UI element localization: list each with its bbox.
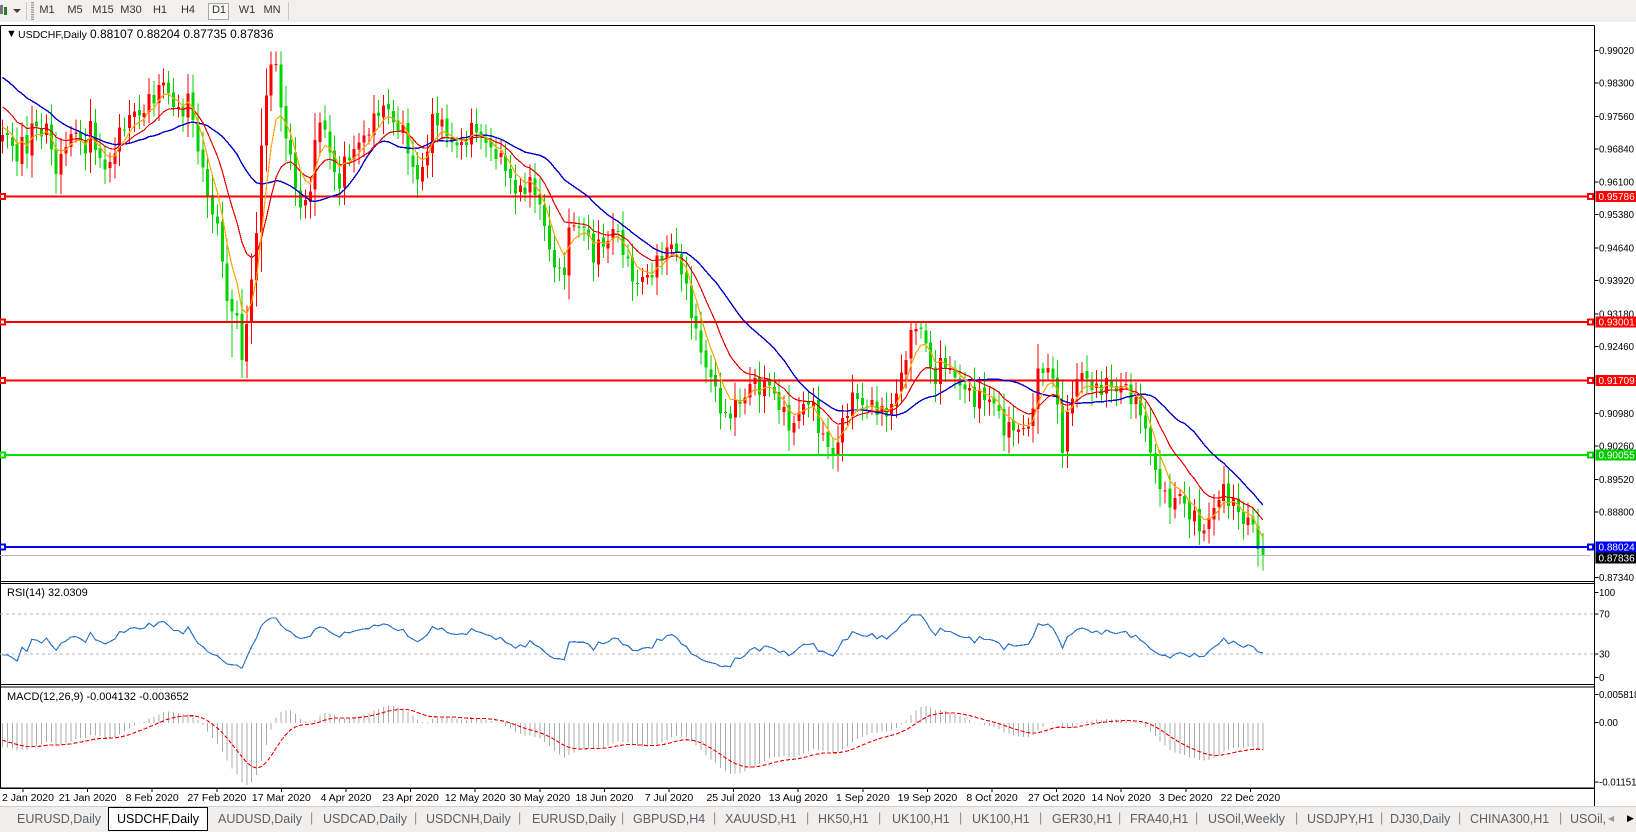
svg-text:25 Jul 2020: 25 Jul 2020 — [706, 792, 760, 804]
svg-text:USDCHF,Daily: USDCHF,Daily — [18, 29, 88, 41]
svg-text:70: 70 — [1599, 610, 1610, 621]
svg-text:0.87340: 0.87340 — [1599, 573, 1635, 584]
svg-text:0.89520: 0.89520 — [1599, 475, 1635, 486]
svg-text:0.93920: 0.93920 — [1599, 276, 1635, 287]
svg-text:0.96840: 0.96840 — [1599, 144, 1635, 155]
svg-text:7 Jul 2020: 7 Jul 2020 — [645, 792, 694, 804]
svg-text:18 Jun 2020: 18 Jun 2020 — [575, 792, 633, 804]
svg-text:17 Mar 2020: 17 Mar 2020 — [252, 792, 311, 804]
svg-text:0.90260: 0.90260 — [1599, 441, 1635, 452]
svg-text:0: 0 — [1599, 673, 1605, 684]
svg-text:14 Nov 2020: 14 Nov 2020 — [1091, 792, 1151, 804]
svg-text:0.88800: 0.88800 — [1599, 507, 1635, 518]
svg-text:0.94640: 0.94640 — [1599, 244, 1635, 255]
svg-text:1 Sep 2020: 1 Sep 2020 — [836, 792, 890, 804]
svg-text:0.98300: 0.98300 — [1599, 78, 1635, 89]
svg-text:27 Oct 2020: 27 Oct 2020 — [1028, 792, 1085, 804]
svg-text:0.93180: 0.93180 — [1599, 310, 1635, 321]
svg-text:19 Sep 2020: 19 Sep 2020 — [898, 792, 958, 804]
svg-text:0.95380: 0.95380 — [1599, 210, 1635, 221]
svg-text:12 May 2020: 12 May 2020 — [445, 792, 506, 804]
svg-text:0.87836: 0.87836 — [1599, 553, 1636, 564]
svg-text:0.88107 0.88204 0.87735 0.8783: 0.88107 0.88204 0.87735 0.87836 — [90, 27, 274, 41]
svg-text:13 Aug 2020: 13 Aug 2020 — [769, 792, 828, 804]
svg-text:0.92460: 0.92460 — [1599, 342, 1635, 353]
svg-text:4 Apr 2020: 4 Apr 2020 — [321, 792, 372, 804]
svg-text:8 Feb 2020: 8 Feb 2020 — [126, 792, 179, 804]
svg-text:8 Oct 2020: 8 Oct 2020 — [966, 792, 1018, 804]
svg-text:0.96100: 0.96100 — [1599, 178, 1635, 189]
svg-text:30 May 2020: 30 May 2020 — [509, 792, 570, 804]
svg-text:22 Dec 2020: 22 Dec 2020 — [1221, 792, 1281, 804]
svg-text:0.00: 0.00 — [1599, 718, 1618, 729]
svg-text:21 Jan 2020: 21 Jan 2020 — [59, 792, 117, 804]
svg-text:2 Jan 2020: 2 Jan 2020 — [2, 792, 54, 804]
svg-text:MACD(12,26,9) -0.004132 -0.003: MACD(12,26,9) -0.004132 -0.003652 — [7, 691, 189, 703]
svg-text:0.90980: 0.90980 — [1599, 409, 1635, 420]
svg-text:100: 100 — [1599, 588, 1616, 599]
svg-text:0.91709: 0.91709 — [1599, 376, 1636, 387]
svg-text:27 Feb 2020: 27 Feb 2020 — [187, 792, 246, 804]
svg-text:0.88024: 0.88024 — [1599, 542, 1636, 553]
svg-text:▼: ▼ — [6, 28, 17, 40]
svg-text:0.005818: 0.005818 — [1599, 690, 1636, 701]
svg-text:0.90055: 0.90055 — [1599, 451, 1636, 462]
svg-text:23 Apr 2020: 23 Apr 2020 — [382, 792, 439, 804]
svg-text:3 Dec 2020: 3 Dec 2020 — [1159, 792, 1213, 804]
svg-text:0.99020: 0.99020 — [1599, 46, 1635, 57]
svg-text:0.93001: 0.93001 — [1599, 318, 1636, 329]
svg-text:RSI(14) 32.0309: RSI(14) 32.0309 — [7, 587, 88, 599]
svg-text:30: 30 — [1599, 650, 1610, 661]
svg-text:0.97560: 0.97560 — [1599, 112, 1635, 123]
svg-text:0.95786: 0.95786 — [1599, 192, 1636, 203]
svg-text:-0.011514: -0.011514 — [1599, 778, 1636, 789]
